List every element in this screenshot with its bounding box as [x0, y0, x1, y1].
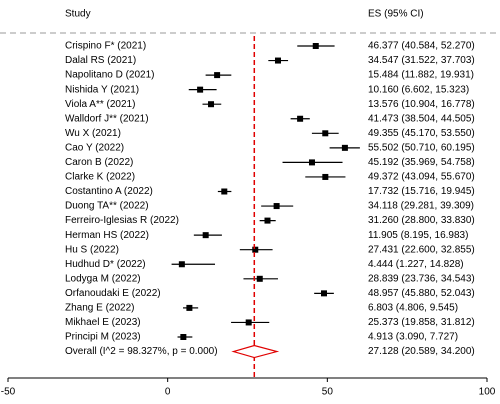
effect-square: [245, 319, 252, 326]
study-label: Walldorf J** (2021): [65, 113, 149, 124]
study-label: Orfanoudaki E (2022): [65, 288, 161, 299]
es-label: 13.576 (10.904, 16.778): [368, 99, 475, 110]
es-label: 17.732 (15.716, 19.945): [368, 186, 475, 197]
study-label: Clarke K (2022): [65, 172, 135, 183]
study-label: Wu X (2021): [65, 128, 121, 139]
study-label: Viola A** (2021): [65, 99, 135, 110]
es-label: 49.355 (45.170, 53.550): [368, 128, 475, 139]
study-label: Napolitano D (2021): [65, 70, 155, 81]
es-label: 49.372 (43.094, 55.670): [368, 172, 475, 183]
effect-square: [178, 261, 185, 268]
effect-square: [221, 188, 228, 195]
effect-square: [322, 130, 329, 137]
effect-square: [264, 217, 271, 224]
study-label: Nishida Y (2021): [65, 84, 139, 95]
study-label: Crispino F* (2021): [65, 41, 146, 52]
es-label: 31.260 (28.800, 33.830): [368, 215, 475, 226]
es-label: 11.905 (8.195, 16.983): [368, 230, 468, 241]
es-label: 34.118 (29.281, 39.309): [368, 201, 474, 212]
study-label: Hu S (2022): [65, 244, 119, 255]
study-label: Hudhud D* (2022): [65, 259, 146, 270]
es-label: 10.160 (6.602, 15.323): [368, 84, 469, 95]
x-tick-label: 50: [322, 387, 334, 398]
overall-diamond: [231, 344, 280, 359]
es-label: 6.803 (4.806, 9.545): [368, 303, 458, 314]
es-label: 28.839 (23.736, 34.543): [368, 273, 475, 284]
effect-square: [341, 144, 348, 151]
study-label: Cao Y (2022): [65, 142, 124, 153]
effect-square: [322, 173, 329, 180]
effect-square: [321, 290, 328, 297]
x-tick-label: 100: [479, 387, 496, 398]
effect-square: [308, 159, 315, 166]
x-tick-label: -50: [1, 387, 16, 398]
effect-square: [180, 334, 187, 340]
study-label: Mikhael E (2023): [65, 317, 141, 328]
study-label: Dalal RS (2021): [65, 55, 136, 66]
effect-square: [252, 246, 259, 253]
effect-square: [208, 101, 215, 108]
column-header: ES (95% CI): [368, 9, 424, 20]
es-label: 4.913 (3.090, 7.727): [368, 332, 458, 343]
es-label: 4.444 (1.227, 14.828): [368, 259, 464, 270]
effect-square: [197, 86, 204, 93]
effect-square: [202, 232, 209, 239]
study-label: Principi M (2023): [65, 332, 141, 343]
column-header: Study: [65, 9, 91, 20]
es-label: 48.957 (45.880, 52.043): [368, 288, 475, 299]
overall-label: Overall (I^2 = 98.327%, p = 0.000): [65, 346, 218, 357]
es-label: 15.484 (11.882, 19.931): [368, 70, 474, 81]
study-label: Costantino A (2022): [65, 186, 153, 197]
study-label: Ferreiro-Iglesias R (2022): [65, 215, 179, 226]
effect-square: [273, 203, 280, 210]
es-label: 45.192 (35.969, 54.758): [368, 157, 475, 168]
effect-square: [274, 57, 281, 64]
effect-square: [256, 275, 263, 282]
es-label: 55.502 (50.710, 60.195): [368, 142, 475, 153]
es-label: 25.373 (19.858, 31.812): [368, 317, 475, 328]
study-label: Herman HS (2022): [65, 230, 149, 241]
effect-square: [186, 304, 193, 311]
x-tick-label: 0: [165, 387, 171, 398]
overall-es-label: 27.128 (20.589, 34.200): [368, 346, 475, 357]
study-label: Duong TA** (2022): [65, 201, 149, 212]
effect-square: [312, 43, 319, 49]
study-label: Zhang E (2022): [65, 303, 135, 314]
es-label: 27.431 (22.600, 32.855): [368, 244, 475, 255]
es-label: 34.547 (31.522, 37.703): [368, 55, 475, 66]
es-label: 41.473 (38.504, 44.505): [368, 113, 475, 124]
effect-square: [297, 115, 304, 122]
study-label: Caron B (2022): [65, 157, 133, 168]
es-label: 46.377 (40.584, 52.270): [368, 41, 475, 52]
study-label: Lodyga M (2022): [65, 273, 141, 284]
effect-square: [214, 72, 221, 79]
